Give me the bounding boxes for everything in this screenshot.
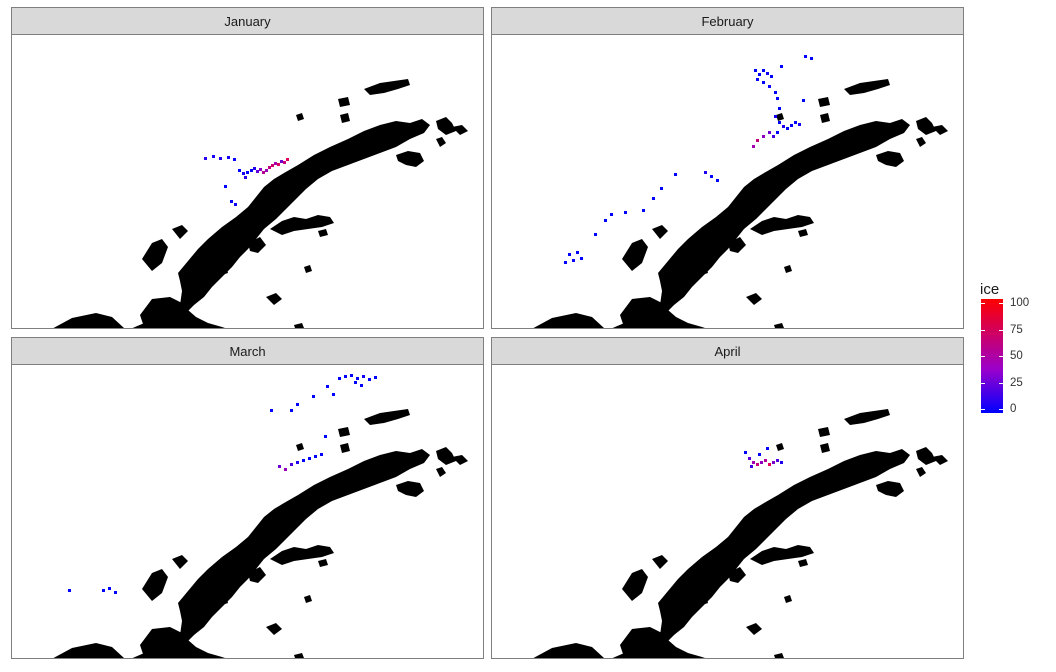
- ice-observations: [744, 447, 783, 468]
- legend-tick-label: 75: [1010, 323, 1023, 336]
- facet-label: April: [714, 343, 741, 359]
- legend-tick-mark: [981, 382, 985, 384]
- legend-tick-mark: [981, 303, 985, 304]
- facet-strip: January: [11, 7, 484, 35]
- legend-tick-mark: [999, 409, 1003, 410]
- legend-tick-label: 25: [1010, 376, 1023, 389]
- map-panel: [11, 34, 484, 329]
- facet-strip: February: [491, 7, 964, 35]
- color-legend: ice 100 75 50 25 0: [980, 281, 1050, 421]
- facet-january: January: [11, 7, 484, 330]
- facet-strip: March: [11, 337, 484, 365]
- legend-tick-label: 0: [1010, 403, 1017, 415]
- map-panel: [491, 364, 964, 659]
- facet-february: February: [491, 7, 964, 330]
- facet-april: April: [491, 337, 964, 660]
- legend-title: ice: [980, 281, 1000, 298]
- legend-tick-label: 100: [1010, 297, 1030, 309]
- facet-strip: April: [491, 337, 964, 365]
- legend-tick-mark: [999, 303, 1003, 304]
- legend-tick-label: 50: [1010, 350, 1023, 362]
- map-panel: [11, 364, 484, 659]
- legend-tick-mark: [999, 382, 1003, 384]
- legend-tick-mark: [981, 409, 985, 410]
- legend-tick-mark: [981, 329, 985, 331]
- legend-tick-mark: [999, 356, 1003, 357]
- land-mass: [520, 409, 948, 658]
- legend-ticks: 100 75 50 25 0: [981, 297, 1041, 415]
- ice-observations: [564, 55, 813, 264]
- map-svg: [520, 409, 948, 658]
- map-panel: [491, 34, 964, 329]
- land-mass: [40, 409, 468, 658]
- land-mass: [40, 79, 468, 328]
- map-svg: [40, 79, 468, 328]
- facet-label: February: [701, 13, 754, 29]
- facet-label: March: [229, 343, 266, 359]
- legend-tick-mark: [981, 356, 985, 357]
- facet-march: March: [11, 337, 484, 660]
- legend-tick-mark: [999, 329, 1003, 331]
- ice-observations: [204, 155, 289, 206]
- ice-observations: [68, 374, 377, 594]
- legend-colorbar: [981, 299, 1003, 413]
- map-svg: [520, 55, 948, 328]
- facet-label: January: [224, 13, 271, 29]
- land-mass: [520, 79, 948, 328]
- map-svg: [40, 374, 468, 658]
